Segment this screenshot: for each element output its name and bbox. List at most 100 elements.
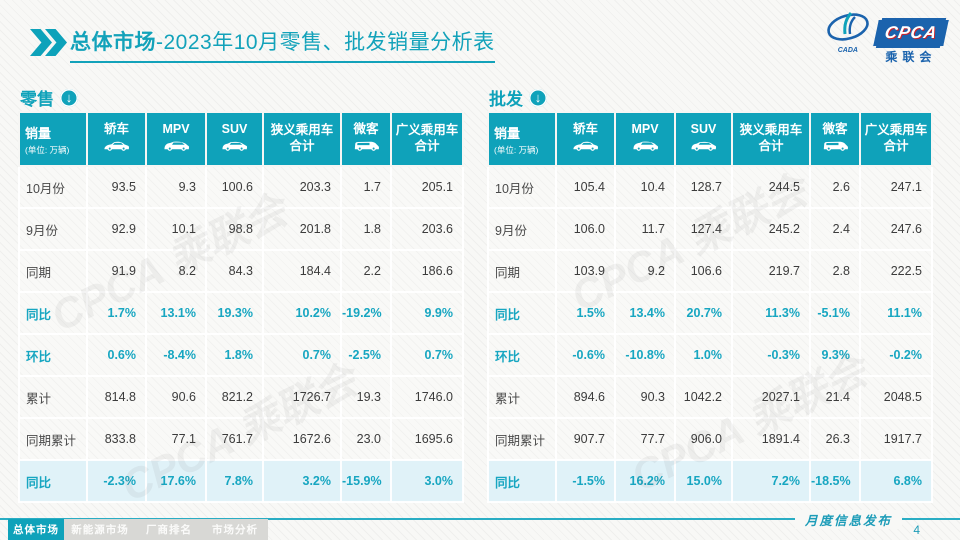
data-cell: 106.0 xyxy=(555,207,616,251)
data-cell: 13.4% xyxy=(614,291,676,335)
cada-emblem: CADA xyxy=(824,10,872,54)
row-label: 同比 xyxy=(487,459,557,503)
data-cell: 19.3% xyxy=(205,291,264,335)
footer-tab-4[interactable]: 市场分析 xyxy=(202,519,268,540)
data-cell: 1726.7 xyxy=(262,375,342,419)
data-cell: 201.8 xyxy=(262,207,342,251)
data-cell: 906.0 xyxy=(674,417,733,461)
data-cell: -8.4% xyxy=(145,333,207,377)
page-title: 总体市场-2023年10月零售、批发销量分析表 xyxy=(70,26,495,63)
table-row: 10月份 105.4 10.4 128.7 244.5 2.6 247.1 xyxy=(487,165,933,209)
data-cell: 203.6 xyxy=(390,207,464,251)
data-cell: 2.6 xyxy=(809,165,861,209)
data-cell: 203.3 xyxy=(262,165,342,209)
wholesale-section-header: 批发 ↓ xyxy=(489,85,547,110)
row-label: 同比 xyxy=(18,459,88,503)
data-cell: 222.5 xyxy=(859,249,933,293)
data-cell: 16.2% xyxy=(614,459,676,503)
data-cell: 1.8 xyxy=(340,207,392,251)
column-header: SUV xyxy=(205,111,264,167)
footer-tab-1[interactable]: 总体市场 xyxy=(8,519,64,540)
data-cell: 100.6 xyxy=(205,165,264,209)
table-row: 同期 103.9 9.2 106.6 219.7 2.8 222.5 xyxy=(487,249,933,293)
slide-header: 总体市场-2023年10月零售、批发销量分析表 xyxy=(30,26,495,63)
row-label: 同期 xyxy=(18,249,88,293)
data-cell: 3.0% xyxy=(390,459,464,503)
data-cell: 1.7 xyxy=(340,165,392,209)
data-cell: 10.1 xyxy=(145,207,207,251)
data-cell: -2.3% xyxy=(86,459,147,503)
data-cell: 833.8 xyxy=(86,417,147,461)
down-arrow-icon: ↓ xyxy=(529,88,547,107)
data-cell: 9.3 xyxy=(145,165,207,209)
row-label: 10月份 xyxy=(18,165,88,209)
data-cell: 77.7 xyxy=(614,417,676,461)
footer-tab-2[interactable]: 新能源市场 xyxy=(64,519,136,540)
wholesale-section-label: 批发 xyxy=(489,90,523,109)
data-cell: 7.2% xyxy=(731,459,811,503)
release-label: 月度信息发布 xyxy=(794,510,902,529)
data-cell: 106.6 xyxy=(674,249,733,293)
table-row: 同期累计 907.7 77.7 906.0 1891.4 26.3 1917.7 xyxy=(487,417,933,461)
down-arrow-icon: ↓ xyxy=(60,88,78,107)
data-cell: 1.0% xyxy=(674,333,733,377)
column-header: 广义乘用车 合计 xyxy=(390,111,464,167)
data-cell: -0.6% xyxy=(555,333,616,377)
data-cell: 23.0 xyxy=(340,417,392,461)
suv-icon xyxy=(207,138,262,156)
data-cell: 9.3% xyxy=(809,333,861,377)
data-cell: 19.3 xyxy=(340,375,392,419)
retail-section-header: 零售 ↓ xyxy=(20,85,78,110)
data-cell: 0.7% xyxy=(390,333,464,377)
data-cell: 91.9 xyxy=(86,249,147,293)
footer-tab-3[interactable]: 厂商排名 xyxy=(136,519,202,540)
data-cell: 11.7 xyxy=(614,207,676,251)
data-cell: 1746.0 xyxy=(390,375,464,419)
data-cell: 128.7 xyxy=(674,165,733,209)
row-label: 同期累计 xyxy=(487,417,557,461)
column-header: 轿车 xyxy=(86,111,147,167)
data-cell: 184.4 xyxy=(262,249,342,293)
data-cell: 0.6% xyxy=(86,333,147,377)
microvan-icon xyxy=(342,138,390,156)
microvan-icon xyxy=(811,138,859,156)
data-cell: 821.2 xyxy=(205,375,264,419)
data-cell: 93.5 xyxy=(86,165,147,209)
table-row: 累计 894.6 90.3 1042.2 2027.1 21.4 2048.5 xyxy=(487,375,933,419)
table-row: 同比 -2.3% 17.6% 7.8% 3.2% -15.9% 3.0% xyxy=(18,459,464,503)
data-cell: 13.1% xyxy=(145,291,207,335)
column-header: 轿车 xyxy=(555,111,616,167)
table-row: 10月份 93.5 9.3 100.6 203.3 1.7 205.1 xyxy=(18,165,464,209)
data-cell: 247.1 xyxy=(859,165,933,209)
retail-table-container: 销量 (单位: 万辆) 轿车 MPV SUV 狭义乘用车 合计 微客 广义乘用车 合计 10月份 93… xyxy=(18,111,464,503)
data-cell: 245.2 xyxy=(731,207,811,251)
data-cell: -15.9% xyxy=(340,459,392,503)
data-cell: 1695.6 xyxy=(390,417,464,461)
data-cell: 244.5 xyxy=(731,165,811,209)
data-cell: -0.2% xyxy=(859,333,933,377)
data-cell: 103.9 xyxy=(555,249,616,293)
column-header: SUV xyxy=(674,111,733,167)
data-cell: 9.2 xyxy=(614,249,676,293)
double-chevron-icon xyxy=(30,29,67,56)
retail-section-label: 零售 xyxy=(20,90,54,109)
data-cell: 205.1 xyxy=(390,165,464,209)
sales-table: 销量 (单位: 万辆) 轿车 MPV SUV 狭义乘用车 合计 微客 广义乘用车 合计 10月份 10… xyxy=(487,111,933,503)
data-cell: 92.9 xyxy=(86,207,147,251)
data-cell: 894.6 xyxy=(555,375,616,419)
row-label: 同比 xyxy=(487,291,557,335)
data-cell: 26.3 xyxy=(809,417,861,461)
data-cell: 2.4 xyxy=(809,207,861,251)
sedan-icon xyxy=(557,138,614,156)
row-label: 10月份 xyxy=(487,165,557,209)
column-header: MPV xyxy=(614,111,676,167)
column-header: 狭义乘用车 合计 xyxy=(731,111,811,167)
table-row: 同期 91.9 8.2 84.3 184.4 2.2 186.6 xyxy=(18,249,464,293)
data-cell: -10.8% xyxy=(614,333,676,377)
data-cell: 10.2% xyxy=(262,291,342,335)
suv-icon xyxy=(676,138,731,156)
data-cell: 0.7% xyxy=(262,333,342,377)
data-cell: 105.4 xyxy=(555,165,616,209)
data-cell: 1.7% xyxy=(86,291,147,335)
data-cell: 9.9% xyxy=(390,291,464,335)
